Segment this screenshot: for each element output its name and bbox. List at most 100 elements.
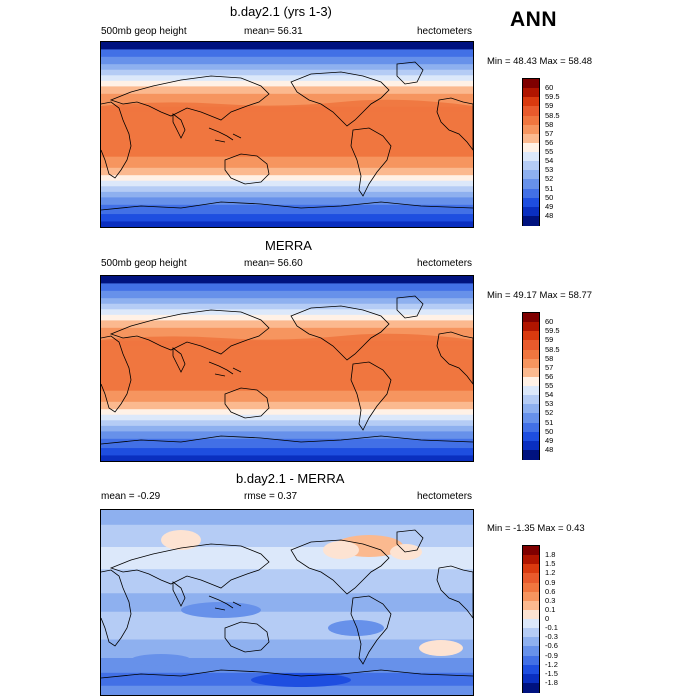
- colorbar-tick-label: 60: [545, 317, 554, 327]
- contour-band: [101, 186, 473, 193]
- anomaly-region: [181, 602, 261, 618]
- colorbar-swatch: [523, 591, 539, 602]
- colorbar-tick-label: -0.3: [545, 632, 558, 642]
- panel-1-minmax: Min = 48.43 Max = 58.48: [487, 56, 593, 67]
- colorbar-tick-label: 51: [545, 417, 554, 427]
- panel-3-title: b.day2.1 - MERRA: [236, 471, 345, 486]
- colorbar-swatch: [523, 386, 539, 396]
- colorbar-tick-label: 0.1: [545, 604, 556, 614]
- colorbar-tick-label: 59: [545, 101, 554, 111]
- contour-band: [101, 639, 473, 659]
- colorbar-swatch: [523, 124, 539, 135]
- coastline: [109, 75, 270, 121]
- contour-band: [101, 524, 473, 548]
- contour-band: [101, 42, 473, 50]
- colorbar-swatch: [523, 609, 539, 620]
- contour-band: [101, 414, 473, 421]
- coastline: [172, 113, 186, 139]
- contour-band: [101, 685, 473, 695]
- colorbar-swatch: [523, 349, 539, 360]
- anomaly-region: [161, 530, 201, 550]
- colorbar-tick-label: 1.2: [545, 568, 556, 578]
- panel-3-colorbar: 1.8 1.5 1.2 0.9 0.6 0.3 0.1 0 -0.1 -0.3 -0.6 -0.9 -1…: [522, 545, 558, 693]
- colorbar-swatch: [523, 413, 539, 423]
- contour-band: [101, 283, 473, 292]
- colorbar-tick-label: -1.8: [545, 677, 558, 687]
- panel-3-minmax: Min = -1.35 Max = 0.43: [487, 523, 585, 534]
- coastline: [101, 435, 473, 445]
- colorbar-swatch: [523, 197, 539, 208]
- colorbar-swatch: [523, 106, 539, 116]
- colorbar-swatch: [523, 440, 539, 451]
- contour-band: [101, 180, 473, 187]
- contour-band: [101, 314, 473, 321]
- colorbar-swatch: [523, 115, 539, 126]
- colorbar-swatch: [523, 555, 539, 565]
- colorbar-swatch: [523, 313, 539, 323]
- colorbar-tick-label: 55: [545, 147, 554, 156]
- panel-1-title: b.day2.1 (yrs 1-3): [230, 4, 332, 19]
- colorbar-tick-label: 55: [545, 381, 554, 390]
- colorbar-tick-label: 49: [545, 201, 554, 211]
- panel-2-minmax: Min = 49.17 Max = 58.77: [487, 290, 593, 301]
- panel-2-variable-label: 500mb geop height: [101, 258, 187, 269]
- contour-band: [101, 409, 473, 416]
- colorbar-swatch: [523, 88, 539, 98]
- contour-band: [101, 298, 473, 305]
- colorbar-swatch: [523, 582, 539, 593]
- colorbar-tick-label: 57: [545, 362, 554, 372]
- coastline: [172, 581, 186, 607]
- coastline: [224, 621, 270, 653]
- colorbar-tick-label: 58.5: [545, 344, 560, 354]
- colorbar-tick-label: 60: [545, 83, 554, 93]
- anomaly-region: [323, 541, 359, 559]
- colorbar-swatch: [523, 358, 539, 369]
- contour-band: [101, 420, 473, 427]
- contour-band: [101, 69, 473, 76]
- colorbar-swatch: [523, 431, 539, 442]
- contour-band: [101, 64, 473, 71]
- contour-band: [101, 611, 473, 640]
- contour-band: [101, 455, 473, 461]
- contour-band: [101, 303, 473, 310]
- colorbar-swatch: [523, 161, 539, 171]
- colorbar-tick-label: -1.5: [545, 668, 558, 678]
- colorbar-tick-label: 0: [545, 614, 550, 623]
- coastline: [290, 305, 390, 361]
- contour-band: [101, 438, 473, 449]
- panel-3-contour-plot: [101, 510, 473, 695]
- contour-band: [101, 221, 473, 227]
- coastline: [101, 101, 132, 179]
- colorbar-tick-label: 56: [545, 137, 554, 147]
- contour-band: [101, 276, 473, 284]
- colorbar-swatch: [523, 619, 539, 629]
- contour-band: [101, 175, 473, 182]
- contour-band: [101, 167, 473, 176]
- coastline: [350, 595, 392, 665]
- colorbar-tick-label: 49: [545, 435, 554, 445]
- colorbar-swatch: [523, 376, 539, 387]
- colorbar-tick-label: 59: [545, 335, 554, 345]
- colorbar-tick-label: 48: [545, 444, 554, 454]
- coastline: [101, 569, 132, 647]
- coastline: [109, 309, 270, 355]
- colorbar-tick-label: -0.6: [545, 641, 558, 651]
- contour-band: [101, 390, 473, 403]
- contour-band: [101, 214, 473, 222]
- panel-3-units-label: hectometers: [417, 491, 473, 502]
- coastline: [290, 71, 390, 127]
- contour-band: [101, 56, 473, 65]
- colorbar-swatch: [523, 170, 539, 180]
- contour-band: [101, 99, 473, 112]
- panel-3-map: [100, 509, 474, 696]
- contour-band: [101, 197, 473, 206]
- colorbar-tick-label: 54: [545, 156, 554, 166]
- colorbar-tick-label: 0.9: [545, 577, 556, 587]
- coastline: [224, 387, 270, 419]
- panel-1-mean-label: mean= 56.31: [244, 26, 303, 37]
- panel-1-contour-plot: [101, 42, 473, 227]
- contour-band: [101, 156, 473, 169]
- panel-3-mean-label: mean = -0.29: [101, 491, 161, 502]
- colorbar-swatch: [523, 422, 539, 433]
- panel-1-colorbar: 60 59.5 59 58.5 58 57 56 55 54 53 52 51 50 49 48: [522, 78, 560, 226]
